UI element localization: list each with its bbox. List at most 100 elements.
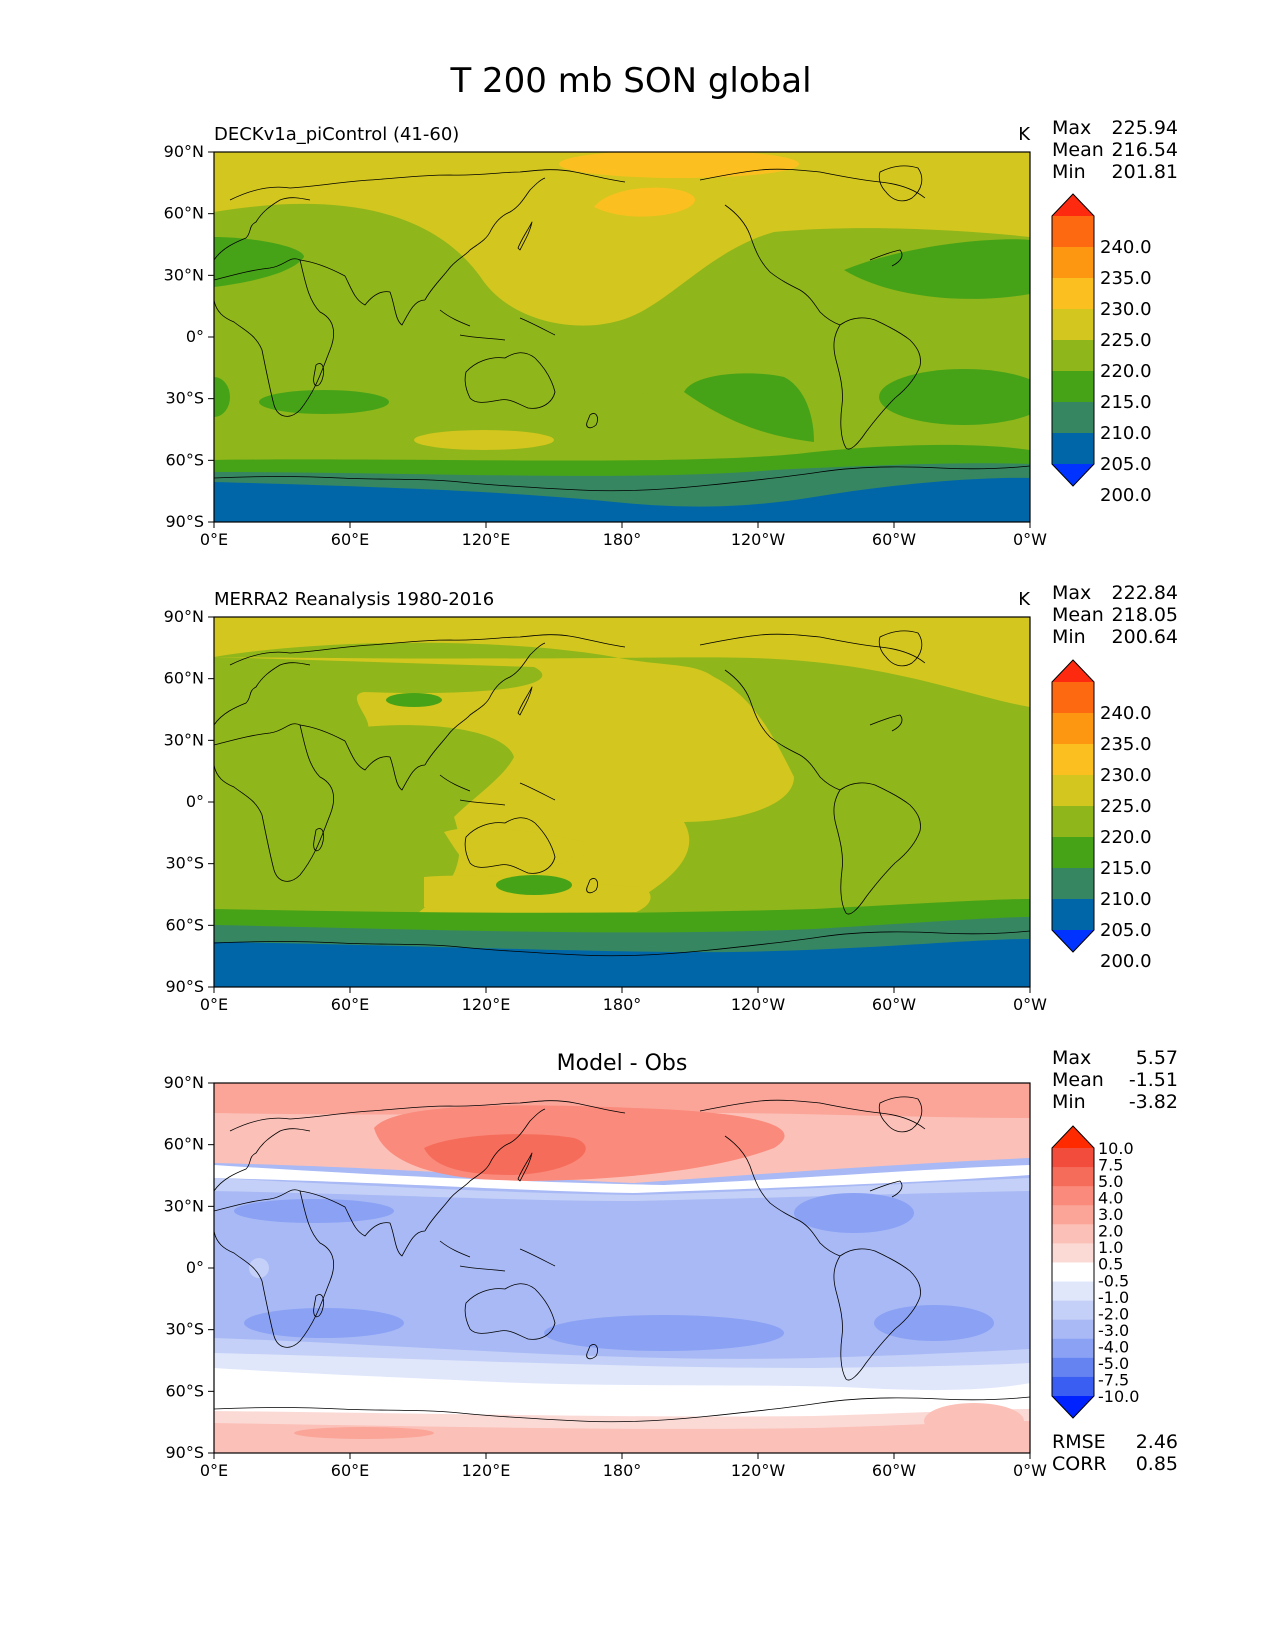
field-level-3	[294, 1427, 434, 1439]
field-level-0	[214, 1165, 1030, 1193]
colorbar-swatch	[1052, 868, 1094, 900]
colorbar-swatch	[1052, 216, 1094, 248]
x-tick-label: 180°	[603, 1461, 642, 1480]
x-tick-label: 180°	[603, 530, 642, 549]
colorbar-swatch	[1052, 371, 1094, 403]
colorbar-swatch	[1052, 1224, 1094, 1244]
stat-min-value: 201.81	[1112, 161, 1178, 183]
y-tick-label: 30°N	[164, 730, 204, 749]
colorbar-extend-bottom	[1052, 930, 1094, 952]
colorbar-label: -10.0	[1098, 1387, 1139, 1406]
y-tick-label: 30°N	[164, 265, 204, 284]
colorbar-label: -7.5	[1098, 1370, 1129, 1389]
field-level-minus-3	[244, 1308, 404, 1338]
y-tick-label: 0°	[186, 792, 204, 811]
y-tick-label: 30°S	[165, 854, 204, 873]
stat-mean-label: Mean	[1052, 139, 1104, 161]
colorbar: 240.0 235.0 230.0 225.0 220.0 215.0 210.0 205.0…	[1051, 659, 1152, 972]
y-tick-label: 60°N	[164, 669, 204, 688]
colorbar-swatch	[1052, 340, 1094, 372]
stat-rmse-value: 2.46	[1136, 1431, 1178, 1453]
stat-corr-label: CORR	[1052, 1453, 1107, 1475]
stat-max-label: Max	[1052, 582, 1091, 604]
field-level-215	[214, 282, 634, 407]
colorbar-swatch	[1052, 775, 1094, 807]
colorbar-label: -0.5	[1098, 1271, 1129, 1290]
stat-max-value: 5.57	[1136, 1047, 1178, 1069]
stat-corr-value: 0.85	[1136, 1453, 1178, 1475]
colorbar-swatch	[1052, 899, 1094, 931]
y-tick-label: 60°N	[164, 204, 204, 223]
stat-mean-value: 216.54	[1112, 139, 1178, 161]
colorbar-label: 4.0	[1098, 1189, 1123, 1208]
y-tick-label: 60°N	[164, 1135, 204, 1154]
colorbar-extend-bottom	[1052, 1396, 1094, 1418]
stat-min-label: Min	[1052, 161, 1086, 183]
colorbar-swatch	[1052, 1281, 1094, 1302]
field-level-2	[924, 1403, 1024, 1439]
colorbar-swatch	[1052, 1167, 1094, 1187]
y-tick-label: 90°S	[165, 512, 204, 531]
x-tick-label: 0°E	[200, 530, 228, 549]
x-tick-label: 60°E	[331, 530, 369, 549]
field-level-minus-3	[544, 1315, 784, 1351]
x-tick-label: 0°W	[1013, 530, 1047, 549]
stat-max-label: Max	[1052, 1047, 1091, 1069]
y-tick-label: 60°S	[165, 450, 204, 469]
colorbar-label: 1.0	[1098, 1238, 1123, 1257]
panel-diff: Model - Obs 0°E 60°E 120°E 180° 120°W 60°W 0°W…	[164, 1047, 1178, 1480]
field-level-210	[386, 693, 442, 707]
stat-rmse-label: RMSE	[1052, 1431, 1106, 1453]
colorbar-outline	[1051, 1125, 1095, 1419]
field-level-210	[684, 373, 814, 442]
colorbar-swatch	[1052, 1376, 1094, 1397]
colorbar-label: 240.0	[1100, 237, 1152, 258]
field-level-225	[594, 187, 695, 217]
colorbar-label: 230.0	[1100, 765, 1152, 786]
y-tick-label: 60°S	[165, 1381, 204, 1400]
colorbar-swatch	[1052, 402, 1094, 434]
x-tick-label: 60°E	[331, 995, 369, 1014]
stat-mean-value: -1.51	[1129, 1069, 1178, 1091]
field-level-minus-1	[249, 1258, 269, 1278]
colorbar-label: 230.0	[1100, 299, 1152, 320]
stat-mean-label: Mean	[1052, 604, 1104, 626]
colorbar-swatch	[1052, 1186, 1094, 1206]
panel-title: Model - Obs	[557, 1051, 688, 1076]
colorbar-extend-top	[1052, 660, 1094, 682]
colorbar-swatch	[1052, 806, 1094, 838]
colorbar-label: 240.0	[1100, 703, 1152, 724]
colorbar: 240.0 235.0 230.0 225.0 220.0 215.0 210.0 205.0…	[1051, 193, 1152, 506]
colorbar-swatch	[1052, 837, 1094, 869]
stat-max-label: Max	[1052, 117, 1091, 139]
colorbar-swatch	[1052, 1148, 1094, 1168]
colorbar-label: 215.0	[1100, 392, 1152, 413]
stat-min-label: Min	[1052, 626, 1086, 648]
y-tick-label: 30°S	[165, 1320, 204, 1339]
stat-mean-value: 218.05	[1112, 604, 1178, 626]
field-level-210	[844, 239, 1030, 299]
field-level-220	[414, 430, 554, 450]
x-tick-label: 120°E	[462, 1461, 511, 1480]
panel-obs: MERRA2 Reanalysis 1980-2016 K 0°E 60°E 120…	[164, 582, 1178, 1014]
field-level-210	[496, 875, 572, 895]
x-tick-label: 120°W	[731, 1461, 786, 1480]
y-tick-label: 90°N	[164, 1073, 204, 1092]
field-level-minus-3	[234, 1199, 394, 1223]
colorbar-swatch	[1052, 433, 1094, 465]
colorbar-swatch	[1052, 278, 1094, 310]
x-tick-label: 120°E	[462, 530, 511, 549]
x-tick-label: 60°W	[872, 530, 916, 549]
colorbar-label: 235.0	[1100, 268, 1152, 289]
colorbar-label: -5.0	[1098, 1354, 1129, 1373]
field-level-minus-3	[874, 1305, 994, 1341]
field-level-minus-3	[794, 1193, 914, 1233]
field-level-210	[214, 377, 230, 417]
x-tick-label: 60°E	[331, 1461, 369, 1480]
panel-title: MERRA2 Reanalysis 1980-2016	[214, 589, 494, 610]
stat-mean-label: Mean	[1052, 1069, 1104, 1091]
x-tick-label: 180°	[603, 995, 642, 1014]
field-level-5	[424, 1134, 586, 1175]
stat-min-value: 200.64	[1112, 626, 1178, 648]
units-label: K	[1018, 124, 1031, 145]
